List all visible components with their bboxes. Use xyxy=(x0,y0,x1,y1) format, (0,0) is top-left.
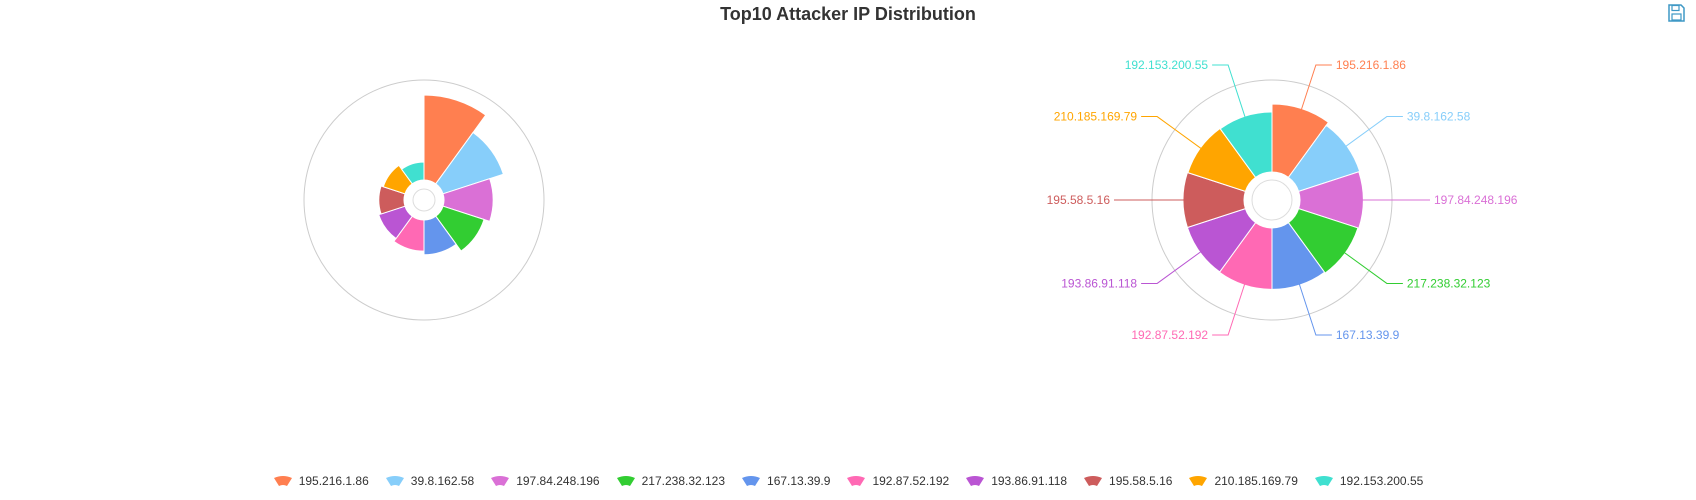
label-line xyxy=(1141,250,1202,284)
legend-item[interactable]: 193.86.91.118 xyxy=(965,474,1067,488)
legend-item[interactable]: 192.87.52.192 xyxy=(846,474,949,488)
legend-item[interactable]: 167.13.39.9 xyxy=(741,474,830,488)
slice-195-58-5-16[interactable] xyxy=(378,185,406,215)
slice-192-153-200-55[interactable] xyxy=(1219,111,1273,179)
legend-label: 217.238.32.123 xyxy=(641,474,726,488)
legend-swatch-icon xyxy=(273,476,292,486)
legend-item[interactable]: 192.153.200.55 xyxy=(1314,474,1423,488)
legend-label: 195.58.5.16 xyxy=(1109,474,1173,488)
slice-197-84-248-196[interactable] xyxy=(1298,171,1364,229)
legend-swatch-icon xyxy=(966,476,985,486)
legend-item[interactable]: 39.8.162.58 xyxy=(385,474,474,488)
legend-swatch-icon xyxy=(1084,476,1103,486)
save-disk-icon[interactable] xyxy=(1666,3,1686,23)
legend-label: 193.86.91.118 xyxy=(991,474,1068,488)
legend-item[interactable]: 217.238.32.123 xyxy=(616,474,725,488)
label-line xyxy=(1344,116,1403,148)
legend-swatch-icon xyxy=(385,476,404,486)
legend-label: 210.185.169.79 xyxy=(1214,474,1298,488)
legend-item[interactable]: 197.84.248.196 xyxy=(490,474,600,488)
legend-swatch-icon xyxy=(491,476,510,486)
label-line xyxy=(1141,116,1203,150)
legend-swatch-icon xyxy=(847,476,866,486)
slice-197-84-248-196[interactable] xyxy=(442,178,494,222)
legend-label: 192.87.52.192 xyxy=(872,474,950,488)
label-line xyxy=(1212,64,1246,119)
outer-ring xyxy=(303,79,545,321)
rose-chart-2: 195.216.1.86 39.8.162.58 197.84.248.196 217… xyxy=(1047,58,1518,342)
label-line xyxy=(1300,64,1332,111)
slice-39-8-162-58[interactable] xyxy=(435,131,505,195)
slice-192-153-200-55[interactable] xyxy=(400,161,425,185)
slice-195-216-1-86[interactable] xyxy=(423,94,487,185)
legend-item[interactable]: 195.58.5.16 xyxy=(1083,474,1172,488)
legend-label: 197.84.248.196 xyxy=(516,474,600,488)
label-line xyxy=(1343,251,1403,284)
slice-label: 39.8.162.58 xyxy=(1407,110,1471,124)
legend-item[interactable]: 210.185.169.79 xyxy=(1188,474,1298,488)
legend-label: 39.8.162.58 xyxy=(410,474,475,488)
legend-label: 192.153.200.55 xyxy=(1339,474,1424,488)
slice-label: 167.13.39.9 xyxy=(1336,328,1400,342)
slice-192-87-52-192[interactable] xyxy=(393,215,425,252)
label-line xyxy=(1212,282,1246,336)
chart-title: Top10 Attacker IP Distribution xyxy=(720,4,976,24)
slice-label: 210.185.169.79 xyxy=(1054,110,1138,124)
legend-item[interactable]: 195.216.1.86 xyxy=(273,474,369,488)
center-hole xyxy=(1251,179,1293,221)
center-hole xyxy=(412,188,436,212)
slice-195-216-1-86[interactable] xyxy=(1271,103,1330,179)
slice-label: 195.58.5.16 xyxy=(1047,193,1111,207)
slice-label: 197.84.248.196 xyxy=(1434,193,1518,207)
legend-swatch-icon xyxy=(742,476,761,486)
legend-label: 195.216.1.86 xyxy=(298,474,369,488)
slice-label: 193.86.91.118 xyxy=(1061,276,1137,290)
legend: 195.216.1.86 39.8.162.58 197.84.248.196 217… xyxy=(0,474,1696,488)
legend-swatch-icon xyxy=(616,476,635,486)
slice-167-13-39-9[interactable] xyxy=(423,215,457,256)
legend-label: 167.13.39.9 xyxy=(767,474,831,488)
slice-label: 217.238.32.123 xyxy=(1407,276,1491,290)
label-line xyxy=(1298,282,1332,336)
slice-label: 192.87.52.192 xyxy=(1131,328,1208,342)
slice-39-8-162-58[interactable] xyxy=(1287,124,1361,192)
rose-chart-1 xyxy=(303,79,545,321)
slice-217-238-32-123[interactable] xyxy=(435,205,485,252)
slice-217-238-32-123[interactable] xyxy=(1287,208,1359,274)
slice-label: 192.153.200.55 xyxy=(1125,58,1209,72)
slice-193-86-91-118[interactable] xyxy=(378,205,413,240)
slice-label: 195.216.1.86 xyxy=(1336,58,1406,72)
legend-swatch-icon xyxy=(1314,476,1333,486)
legend-swatch-icon xyxy=(1189,476,1208,486)
